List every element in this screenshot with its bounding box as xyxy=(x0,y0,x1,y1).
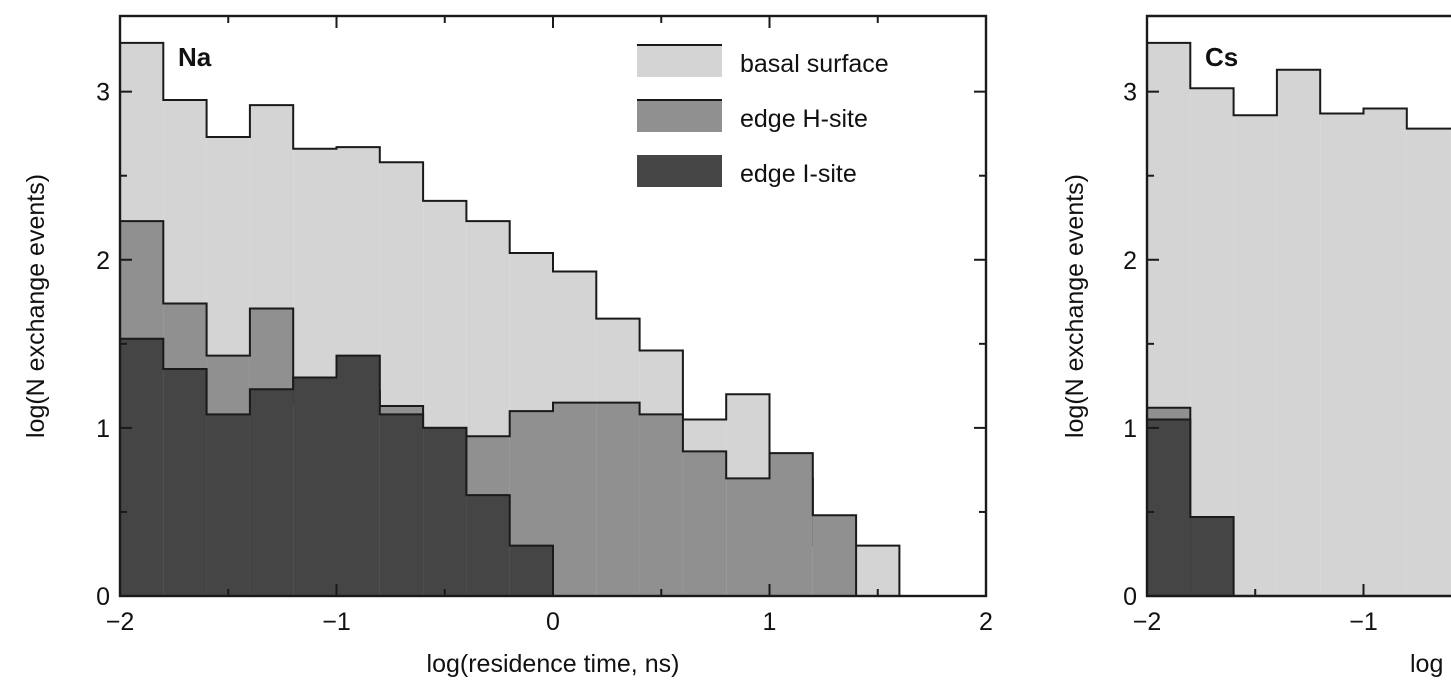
na-bar-edge-h-15 xyxy=(769,453,813,596)
cs-bar-basal-1 xyxy=(1190,88,1234,596)
cs-bar-edge-i-1 xyxy=(1190,516,1234,596)
legend-item-basal: basal surface xyxy=(637,44,889,78)
cs-y-tick-label: 2 xyxy=(1123,247,1137,275)
na-bar-edge-i-5 xyxy=(336,355,380,596)
legend-label-edge-i: edge I-site xyxy=(740,160,857,188)
na-bars xyxy=(119,41,901,597)
na-bar-edge-h-12 xyxy=(639,414,683,596)
cs-panel-label: Cs xyxy=(1205,42,1238,72)
na-bar-edge-i-8 xyxy=(466,495,510,596)
na-bar-edge-i-1 xyxy=(163,369,207,596)
legend-swatch-edge-i xyxy=(637,155,722,187)
na-ticks xyxy=(119,16,987,597)
cs-bar-basal-6 xyxy=(1406,128,1451,596)
cs-plot-frame xyxy=(1145,14,1451,598)
na-x-tick-label: −1 xyxy=(322,608,351,636)
cs-bar-basal-3 xyxy=(1276,69,1321,596)
legend-swatch-edge-h xyxy=(637,100,722,132)
cs-x-tick-label: −1 xyxy=(1349,608,1378,636)
na-outline-basal xyxy=(119,41,901,596)
legend-label-basal: basal surface xyxy=(740,50,889,78)
na-bar-edge-h-13 xyxy=(682,451,727,596)
na-bar-edge-h-16 xyxy=(812,515,857,596)
na-y-axis-title: log(N exchange events) xyxy=(22,174,50,438)
na-bar-edge-i-9 xyxy=(509,545,553,596)
cs-y-tick-label: 3 xyxy=(1123,79,1137,107)
na-bar-edge-i-4 xyxy=(293,377,337,596)
na-panel-label: Na xyxy=(178,42,212,72)
na-bar-edge-i-7 xyxy=(423,427,467,596)
na-bar-basal-17 xyxy=(856,545,900,596)
na-x-tick-label: 0 xyxy=(546,608,560,636)
na-y-tick-label: 2 xyxy=(96,247,110,275)
cs-y-tick-label: 1 xyxy=(1123,415,1137,443)
cs-x-tick-label: −2 xyxy=(1133,608,1162,636)
legend-label-edge-h: edge H-site xyxy=(740,105,868,133)
legend: basal surface edge H-site edge I-site xyxy=(637,44,889,188)
na-outline-edge-i xyxy=(119,337,554,596)
cs-y-axis-title: log(N exchange events) xyxy=(1061,174,1089,438)
cs-x-axis-title: log xyxy=(1410,650,1443,678)
cs-bar-edge-i-0 xyxy=(1147,419,1191,596)
legend-swatch-basal xyxy=(637,45,722,77)
cs-outline-edge-i xyxy=(1147,418,1235,596)
na-bar-edge-h-10 xyxy=(553,402,597,596)
na-bar-edge-i-6 xyxy=(379,414,424,596)
na-x-tick-label: 2 xyxy=(979,608,993,636)
legend-item-edge-h: edge H-site xyxy=(637,99,868,133)
na-x-axis-title: log(residence time, ns) xyxy=(427,650,680,678)
na-bar-edge-i-0 xyxy=(120,338,164,596)
cs-y-tick-label: 0 xyxy=(1123,583,1137,611)
na-bar-edge-h-14 xyxy=(726,478,770,596)
panel-cs: Cs log log(N exchange events) −2 −1 0 1 2 3 xyxy=(1061,14,1451,678)
na-y-tick-label: 1 xyxy=(96,415,110,443)
cs-bars xyxy=(1147,41,1451,596)
na-bar-edge-i-2 xyxy=(206,414,250,596)
cs-outline-basal xyxy=(1147,41,1451,596)
na-bar-edge-h-11 xyxy=(596,402,640,596)
na-bar-edge-i-3 xyxy=(249,389,294,596)
na-x-tick-label: 1 xyxy=(763,608,777,636)
cs-bar-basal-2 xyxy=(1233,115,1277,596)
cs-bar-basal-4 xyxy=(1320,113,1364,596)
na-y-tick-label: 0 xyxy=(96,583,110,611)
legend-item-edge-i: edge I-site xyxy=(637,155,857,188)
na-x-tick-label: −2 xyxy=(106,608,135,636)
cs-ticks xyxy=(1146,90,1365,597)
panel-na: Na log(residence time, ns) log(N exchang… xyxy=(22,14,993,678)
na-y-tick-label: 3 xyxy=(96,79,110,107)
cs-bar-basal-5 xyxy=(1363,108,1407,596)
